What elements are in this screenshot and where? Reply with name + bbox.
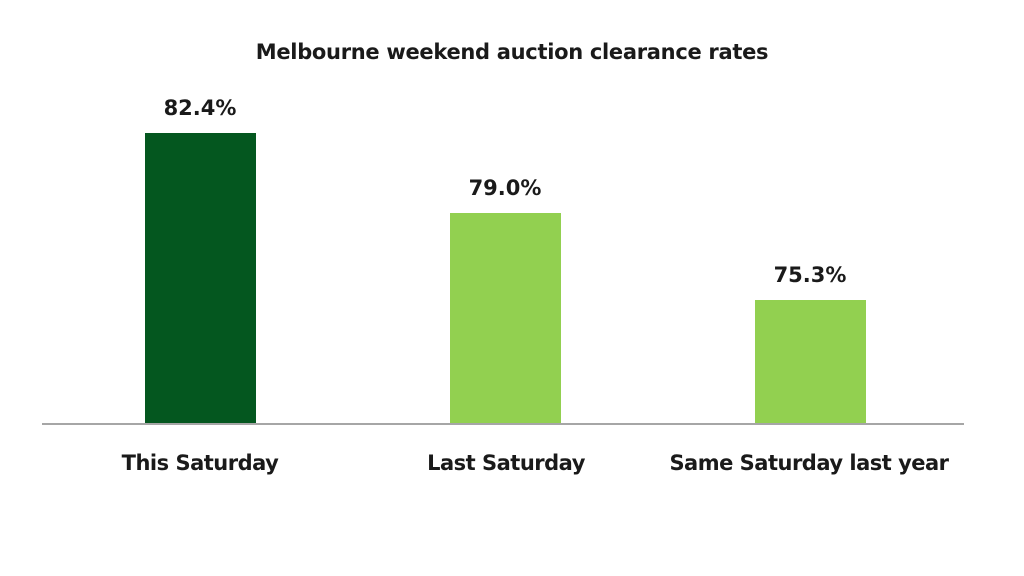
bar-same-saturday-last-year bbox=[755, 300, 866, 424]
value-label: 82.4% bbox=[163, 96, 237, 120]
category-label: Last Saturday bbox=[427, 451, 585, 475]
value-label: 79.0% bbox=[468, 176, 542, 200]
x-axis-line bbox=[42, 423, 964, 425]
bar-last-saturday bbox=[450, 213, 561, 424]
bar-this-saturday bbox=[145, 133, 256, 424]
category-label: This Saturday bbox=[121, 451, 279, 475]
value-label: 75.3% bbox=[773, 263, 847, 287]
category-label: Same Saturday last year bbox=[669, 451, 949, 475]
chart-title: Melbourne weekend auction clearance rate… bbox=[255, 40, 769, 64]
